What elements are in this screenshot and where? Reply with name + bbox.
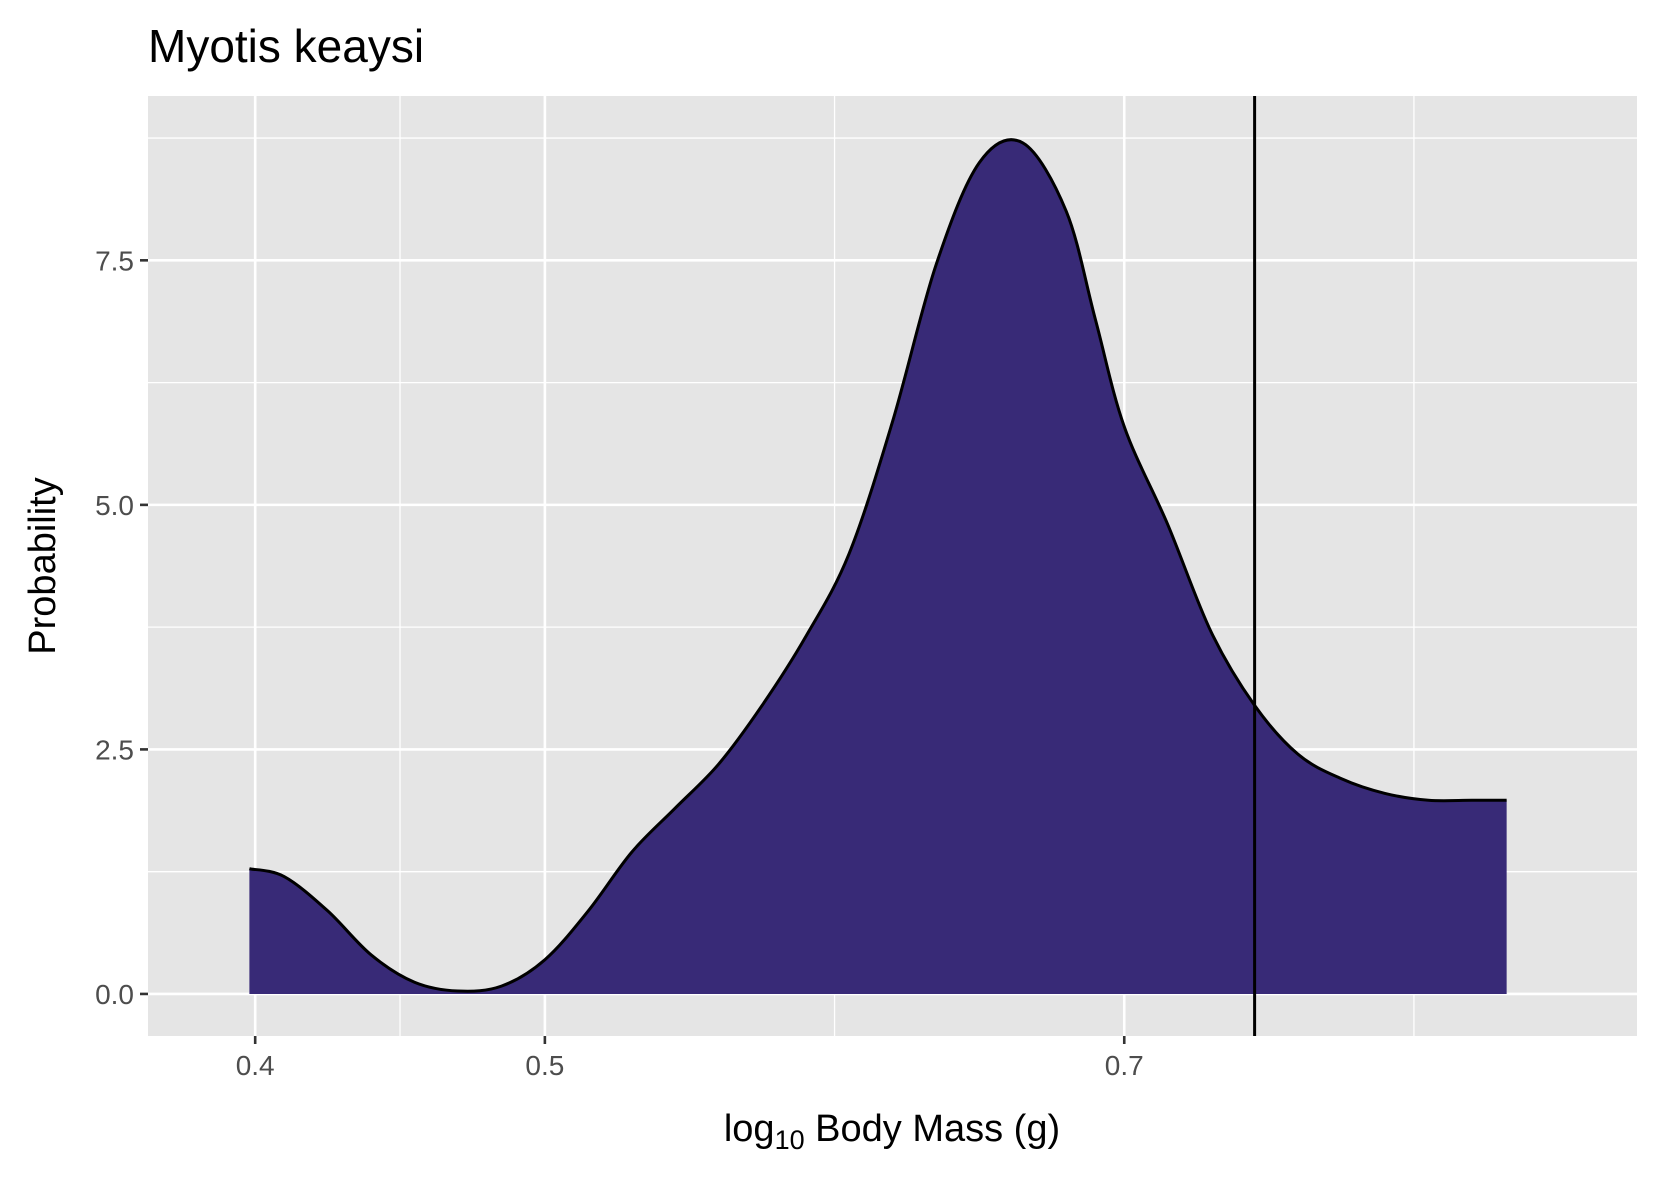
y-axis: 0.0 2.5 5.0 7.5 [95, 245, 148, 1010]
y-tick-label: 7.5 [95, 245, 134, 276]
x-axis-title-rest: Body Mass (g) [805, 1108, 1061, 1150]
density-area [249, 139, 1507, 994]
y-tick-label: 5.0 [95, 490, 134, 521]
x-axis-title-subscript: 10 [775, 1125, 805, 1155]
x-axis: 0.4 0.5 0.7 [236, 1036, 1144, 1081]
x-tick-label: 0.4 [236, 1050, 275, 1081]
y-axis-title: Probability [22, 477, 64, 654]
y-tick-label: 0.0 [95, 979, 134, 1010]
x-axis-title: log10 Body Mass (g) [724, 1108, 1060, 1155]
y-tick-label: 2.5 [95, 734, 134, 765]
x-tick-label: 0.7 [1105, 1050, 1144, 1081]
x-axis-title-main: log [724, 1108, 775, 1150]
chart-title: Myotis keaysi [148, 20, 424, 72]
density-line [249, 138, 1507, 993]
x-tick-label: 0.5 [525, 1050, 564, 1081]
